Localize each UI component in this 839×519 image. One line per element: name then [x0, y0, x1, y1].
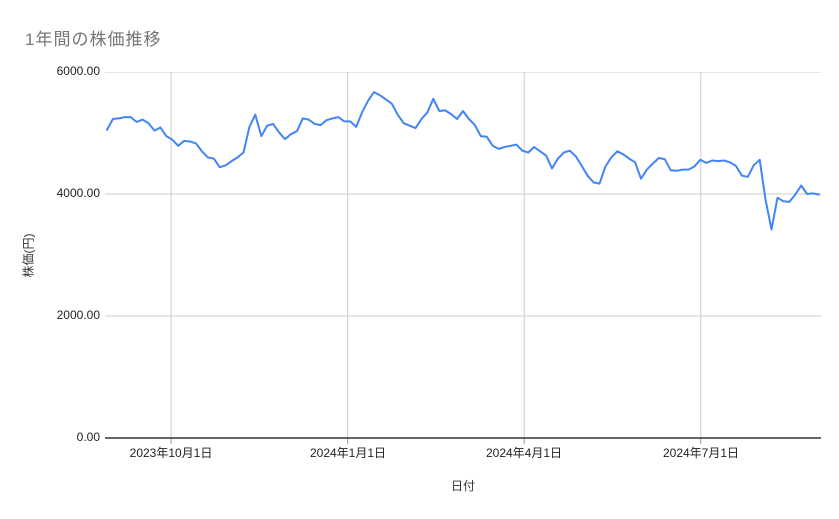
price-line	[106, 91, 820, 231]
chart-canvas	[105, 72, 821, 444]
y-tick-4000: 4000.00	[56, 186, 100, 200]
y-tick-2000: 2000.00	[56, 308, 100, 322]
chart-title: 1年間の株価推移	[25, 30, 162, 49]
x-tick-2024-04-01: 2024年4月1日	[485, 446, 563, 460]
y-tick-6000: 6000.00	[56, 64, 100, 78]
x-tick-2023-10-01: 2023年10月1日	[129, 446, 213, 460]
x-axis-title: 日付	[450, 479, 475, 493]
x-tick-2024-01-01: 2024年1月1日	[309, 446, 387, 460]
y-axis-title: 株価(円)	[21, 233, 36, 278]
y-tick-0: 0.00	[76, 430, 100, 444]
x-tick-2024-07-01: 2024年7月1日	[662, 446, 740, 460]
